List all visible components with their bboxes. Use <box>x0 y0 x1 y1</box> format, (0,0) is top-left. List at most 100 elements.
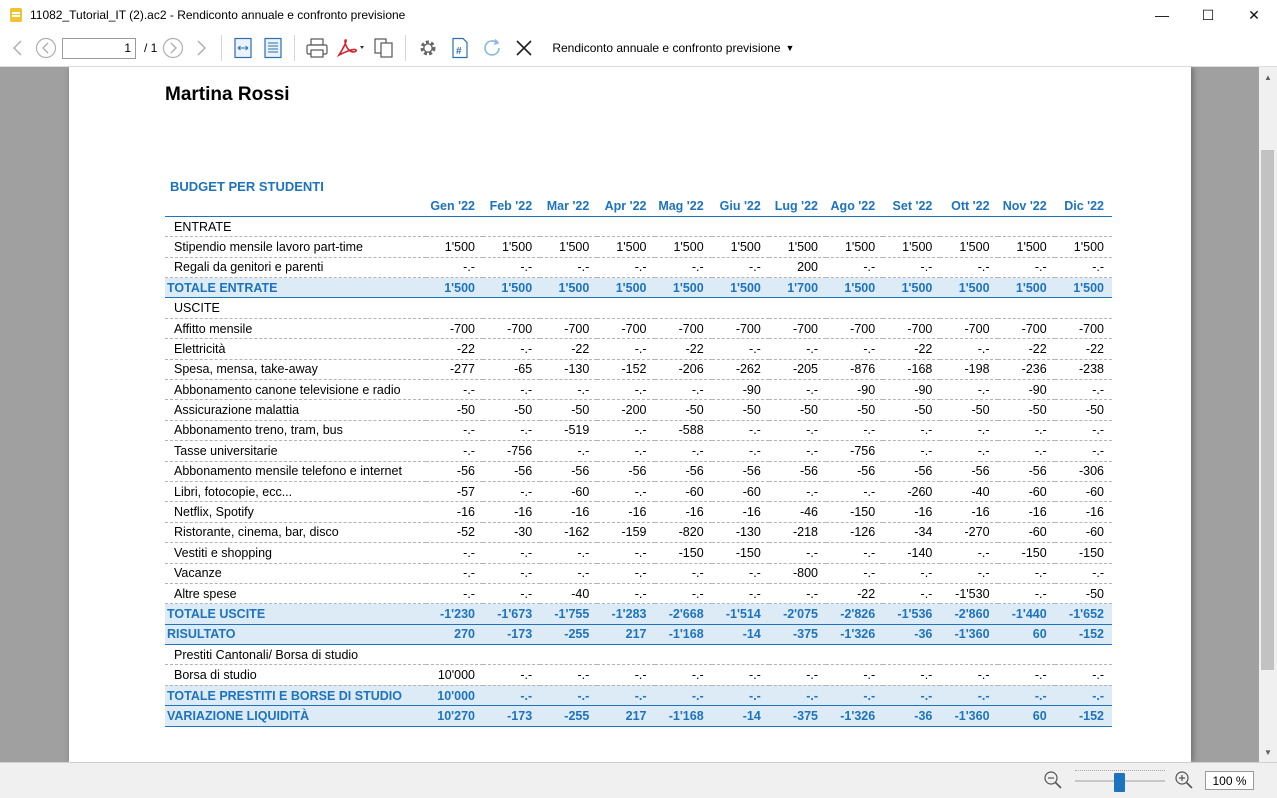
row-value-cell: -50 <box>768 399 827 421</box>
row-value-cell: 1'500 <box>1054 277 1112 299</box>
row-value-cell: -800 <box>768 563 827 584</box>
settings-gear-icon[interactable] <box>412 33 444 63</box>
row-value-cell: -876 <box>826 359 884 381</box>
document-viewer[interactable]: Martina Rossi BUDGET PER STUDENTI Gen '2… <box>0 67 1259 762</box>
row-value-cell: 1'500 <box>1054 236 1112 258</box>
row-value-cell: -.- <box>940 257 998 279</box>
row-value-cell: -277 <box>425 359 483 381</box>
scroll-up-icon[interactable]: ▲ <box>1264 72 1272 82</box>
row-value-cell: 200 <box>768 257 827 279</box>
fit-page-icon[interactable] <box>258 33 288 63</box>
report-selector-label: Rendiconto annuale e confronto prevision… <box>552 41 781 55</box>
row-value-cell: -.- <box>1054 420 1112 442</box>
row-value-cell: 1'500 <box>482 277 541 299</box>
vertical-scrollbar[interactable]: ▲ ▼ <box>1259 67 1277 762</box>
section-row: USCITE <box>165 297 1112 319</box>
row-label: Abbonamento mensile telefono e internet <box>165 461 426 482</box>
zoom-in-icon[interactable] <box>1174 770 1194 795</box>
row-value-cell: -162 <box>540 522 598 544</box>
row-value-cell: -22 <box>826 583 884 605</box>
row-value-cell <box>1054 297 1112 319</box>
row-value-cell: -700 <box>1054 318 1112 340</box>
row-value-cell: -34 <box>883 522 941 544</box>
row-value-cell: -.- <box>1054 257 1112 279</box>
row-value-cell: -700 <box>883 318 941 340</box>
fit-width-icon[interactable] <box>228 33 258 63</box>
row-value-cell: 1'500 <box>940 236 998 258</box>
row-value-cell: 60 <box>997 705 1055 727</box>
row-value-cell <box>482 297 541 319</box>
row-value-cell: -50 <box>940 399 998 421</box>
table-row: Regali da genitori e parenti -.- -.- -.- -.-… <box>165 257 1112 279</box>
report-selector-dropdown[interactable]: Rendiconto annuale e confronto prevision… <box>552 41 794 55</box>
scroll-down-icon[interactable]: ▼ <box>1264 747 1272 757</box>
close-report-icon[interactable] <box>508 33 540 63</box>
row-value-cell: -152 <box>597 359 655 381</box>
row-value-cell: -700 <box>597 318 655 340</box>
row-value-cell: -30 <box>482 522 541 544</box>
row-value-cell <box>826 297 884 319</box>
row-value-cell: -16 <box>540 501 598 523</box>
row-value-cell: -.- <box>425 440 483 462</box>
row-value-cell: -.- <box>482 542 541 564</box>
row-value-cell <box>997 644 1055 666</box>
scrollbar-thumb[interactable] <box>1261 150 1274 670</box>
copy-icon[interactable] <box>369 33 399 63</box>
row-value-cell: 1'500 <box>425 277 483 299</box>
table-row: Netflix, Spotify -16 -16 -16 -16 -16 -16 -46 -15… <box>165 501 1112 523</box>
row-value-cell <box>654 644 712 666</box>
row-value-cell <box>425 216 483 238</box>
row-value-cell: 1'500 <box>540 236 598 258</box>
row-value-cell <box>768 216 827 238</box>
row-value-cell: -700 <box>654 318 712 340</box>
maximize-button[interactable]: ☐ <box>1201 6 1215 23</box>
row-value-cell: -1'168 <box>654 624 712 646</box>
row-value-cell: -270 <box>940 522 998 544</box>
last-page-icon[interactable] <box>159 33 187 63</box>
back-arrow-icon[interactable] <box>4 33 32 63</box>
row-value-cell: 10'270 <box>425 705 483 727</box>
section-row: ENTRATE <box>165 216 1112 238</box>
minimize-button[interactable]: — <box>1155 7 1169 23</box>
table-row: Vacanze -.- -.- -.- -.- -.- -.- -800 -.- -.- -.- -.… <box>165 563 1112 584</box>
row-value-cell: -206 <box>654 359 712 381</box>
print-icon[interactable] <box>301 33 333 63</box>
close-window-button[interactable]: ✕ <box>1248 6 1260 23</box>
row-value-cell: -140 <box>883 542 941 564</box>
row-value-cell: -1'360 <box>940 624 998 646</box>
row-value-cell <box>997 216 1055 238</box>
row-value-cell: -588 <box>654 420 712 442</box>
zoom-level-field[interactable]: 100 % <box>1205 771 1254 790</box>
forward-arrow-icon[interactable] <box>187 33 215 63</box>
refresh-icon[interactable] <box>476 33 508 63</box>
row-value-cell <box>997 297 1055 319</box>
zoom-slider-thumb[interactable] <box>1114 773 1125 792</box>
month-header: Ago '22 <box>826 196 884 217</box>
row-value-cell: -.- <box>597 542 655 564</box>
zoom-out-icon[interactable] <box>1043 770 1063 795</box>
row-value-cell: 1'700 <box>768 277 827 299</box>
row-value-cell: -.- <box>940 664 998 686</box>
row-value-cell: 1'500 <box>425 236 483 258</box>
row-value-cell: -.- <box>883 440 941 462</box>
row-value-cell: -159 <box>597 522 655 544</box>
row-value-cell <box>826 644 884 666</box>
row-value-cell <box>940 297 998 319</box>
row-value-cell: -.- <box>597 257 655 279</box>
toolbar: / 1 # Rendiconto annuale e confronto pre… <box>0 30 1277 67</box>
row-value-cell: -2'668 <box>654 603 712 625</box>
numbering-icon[interactable]: # <box>444 33 476 63</box>
page-number-input[interactable] <box>62 37 136 59</box>
row-value-cell: -262 <box>711 359 769 381</box>
row-value-cell <box>597 297 655 319</box>
row-value-cell: -.- <box>997 583 1055 605</box>
pdf-icon[interactable] <box>333 33 369 63</box>
row-value-cell: -.- <box>997 664 1055 686</box>
row-value-cell <box>540 216 598 238</box>
table-row: Abbonamento canone televisione e radio -.… <box>165 379 1112 401</box>
total-row: RISULTATO 270 -173 -255 217 -1'168 -14 -375 -1'3… <box>165 624 1112 646</box>
first-page-icon[interactable] <box>32 33 60 63</box>
row-value-cell: 1'500 <box>826 236 884 258</box>
row-value-cell: -56 <box>711 461 769 482</box>
app-icon <box>10 8 22 22</box>
